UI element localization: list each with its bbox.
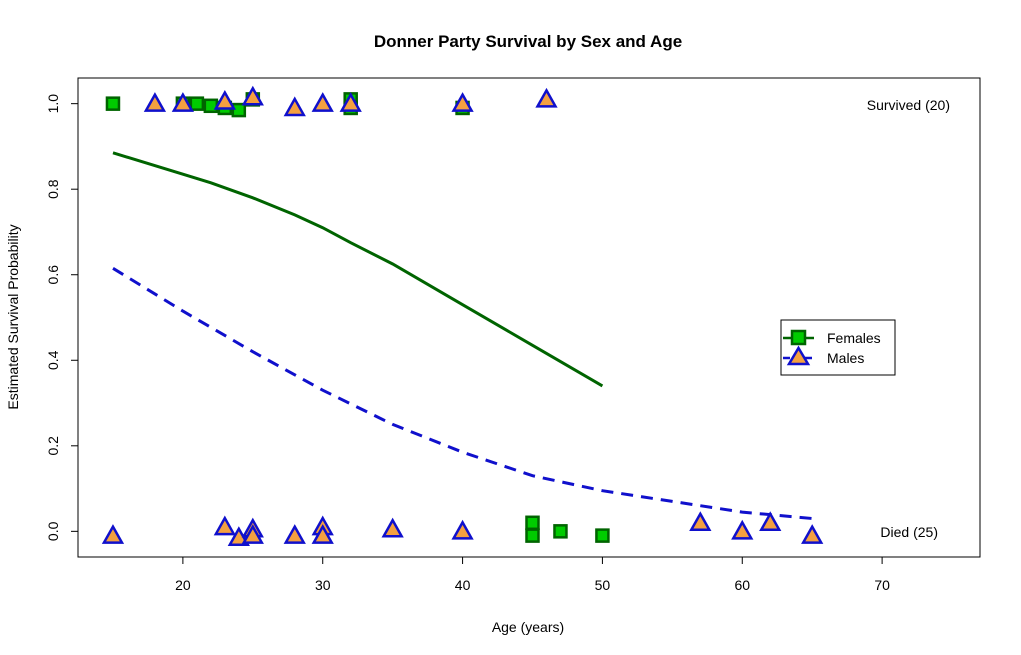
point-male: [283, 96, 306, 117]
point-male: [339, 92, 362, 112]
point-female: [525, 515, 540, 531]
plot-frame: [77, 77, 981, 558]
x-axis-label: Age (years): [492, 619, 564, 635]
point-male: [101, 524, 125, 544]
fitted-curves: [112, 151, 813, 520]
point-male: [241, 524, 264, 544]
y-tick-label: 0.4: [45, 350, 61, 370]
x-axis: 20 30 40 50 60 70: [175, 556, 890, 593]
legend-females-marker: [790, 329, 807, 346]
chart-title: Donner Party Survival by Sex and Age: [374, 32, 682, 51]
died-annotation: Died (25): [880, 524, 938, 540]
point-male: [535, 87, 558, 108]
y-axis: 0.0 0.2 0.4 0.6 0.8 1.0: [45, 94, 79, 541]
point-female: [203, 98, 219, 114]
point-male: [801, 524, 824, 544]
point-female: [105, 96, 121, 111]
legend-box: [780, 319, 896, 376]
y-tick-label: 1.0: [45, 94, 61, 114]
y-tick-label: 0.8: [45, 179, 61, 199]
y-tick-label: 0.0: [45, 521, 61, 541]
x-tick-label: 30: [315, 577, 331, 593]
data-points: [101, 85, 824, 547]
x-tick-label: 40: [455, 577, 471, 593]
point-female: [189, 96, 205, 111]
x-tick-label: 60: [734, 577, 750, 593]
point-female: [525, 528, 540, 543]
survived-annotation: Survived (20): [867, 97, 950, 113]
y-tick-label: 0.2: [45, 436, 61, 456]
point-female: [553, 524, 568, 539]
legend-males-marker: [786, 345, 811, 366]
y-tick-label: 0.6: [45, 265, 61, 285]
point-male: [283, 524, 306, 544]
point-male: [213, 515, 236, 536]
point-male: [241, 85, 264, 106]
point-male: [451, 519, 474, 540]
x-tick-label: 50: [595, 577, 611, 593]
point-male: [311, 92, 334, 112]
point-male: [381, 517, 404, 538]
point-male: [171, 92, 195, 112]
legend: Females Males: [780, 319, 896, 376]
point-male: [731, 519, 754, 540]
point-male: [213, 89, 236, 110]
x-tick-label: 20: [175, 577, 191, 593]
point-male: [311, 524, 334, 544]
curve-females: [112, 151, 604, 388]
y-axis-label: Estimated Survival Probability: [5, 224, 21, 409]
legend-females-label: Females: [827, 330, 881, 346]
x-tick-label: 70: [874, 577, 890, 593]
point-male: [143, 92, 167, 112]
point-female: [231, 102, 247, 118]
point-male: [451, 92, 474, 112]
point-male: [759, 511, 782, 532]
point-male: [689, 511, 712, 532]
point-female: [595, 528, 610, 543]
legend-males-label: Males: [827, 350, 864, 366]
